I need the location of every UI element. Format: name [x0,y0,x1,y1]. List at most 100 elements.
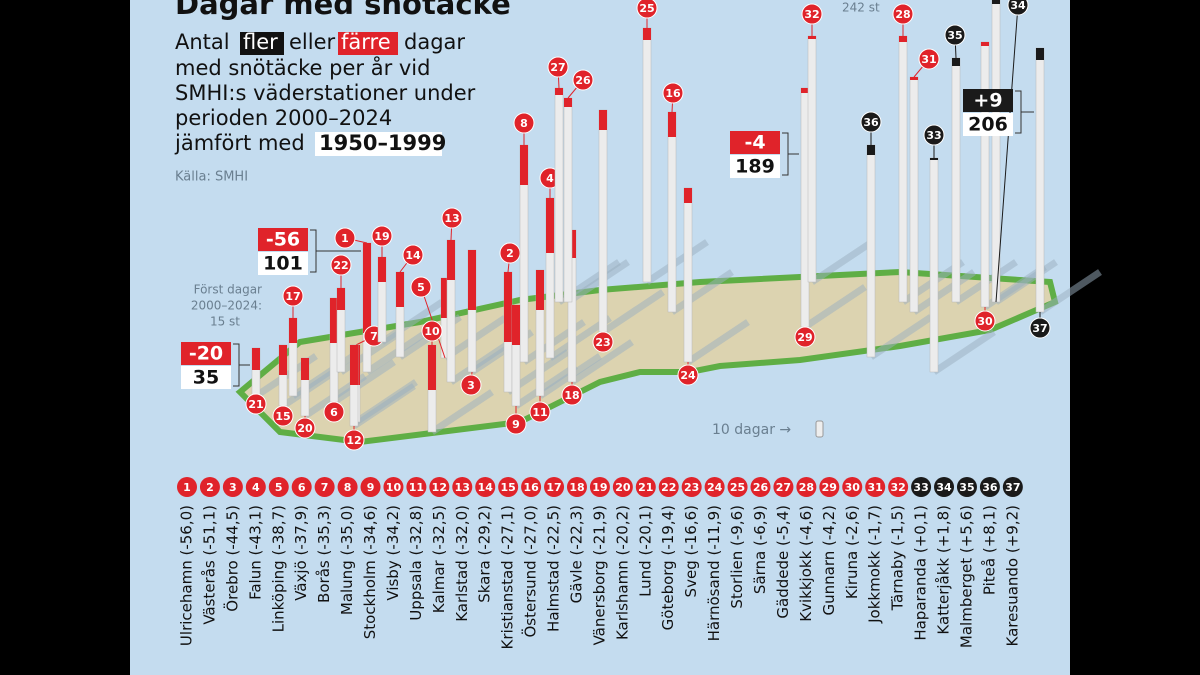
map-marker-label: 10 [424,325,440,338]
scale-pole [815,420,824,438]
pole-change [867,145,875,155]
shadow [570,339,634,385]
list-marker [406,477,427,497]
map-marker-label: 29 [797,331,812,344]
map-marker-label: 11 [532,406,547,419]
map-marker-label: 16 [665,87,681,100]
callout-days: 35 [193,367,219,389]
station-label: Uppsala (-32,8) [407,505,425,621]
list-marker [337,477,358,497]
list-marker [452,477,473,497]
station-label: Jokkmokk (-1,7) [866,505,884,624]
map-marker [801,3,823,25]
pole-change [910,77,918,80]
station-label: Storlien (-9,6) [728,505,746,609]
pole-change [668,112,676,137]
list-marker-label: 10 [386,481,402,494]
subtitle-text: dagar [404,30,465,54]
list-marker-label: 34 [936,481,952,494]
pole [683,187,693,363]
pole-change [301,358,309,380]
subtitle: Antal fler eller färre dagar med snötäck… [174,30,476,156]
station-label: Ulricehamn (-56,0) [178,505,196,646]
station-label: Göteborg (-19,4) [659,505,677,630]
list-marker [842,477,863,497]
pole-change [536,270,544,310]
list-marker-label: 37 [1005,481,1020,494]
list-marker [521,477,542,497]
map-marker-label: 19 [374,230,389,243]
shadow [994,259,1058,305]
pole [1035,47,1045,313]
list-marker [589,477,610,497]
map-marker [662,82,684,104]
pole-change [441,278,449,318]
list-marker-label: 23 [684,481,699,494]
pole-change [468,250,476,310]
map-marker [918,48,940,70]
callout-change: -4 [744,132,765,154]
annotation: 10 dagar → [712,422,791,438]
station-label: Linköping (-38,7) [269,505,287,632]
list-marker [291,477,312,497]
list-marker-label: 25 [730,481,745,494]
pole-change [512,305,520,345]
station-label: Kristianstad (-27,1) [499,505,517,649]
list-marker-label: 8 [344,481,352,494]
map-marker-label: 34 [1010,0,1026,12]
map-marker-label: 37 [1032,322,1047,335]
list-marker [498,477,519,497]
list-marker [199,477,220,497]
list-marker-label: 32 [890,481,905,494]
pole-change [289,318,297,343]
list-marker-label: 21 [638,481,653,494]
pole [980,41,990,308]
map-marker-label: 9 [512,418,520,431]
pole [642,27,652,283]
pole-change [930,158,938,160]
map-marker-label: 21 [248,398,263,411]
pole-change [801,88,809,93]
map-marker [547,56,569,78]
map-marker [330,254,352,276]
list-marker [773,477,794,497]
station-label: Lund (-20,1) [636,505,654,597]
list-marker [819,477,840,497]
list-marker [865,477,886,497]
pole-change [808,36,816,39]
map-marker-label: 14 [405,249,421,262]
station-list: 1 Ulricehamn (-56,0) 2 Västerås (-51,1) 3 Öre… [177,477,1023,649]
map-marker [944,24,966,46]
map-marker [505,413,527,435]
pole-change [546,198,554,253]
callout-bracket [310,229,361,273]
list-marker-label: 29 [822,481,837,494]
map-marker-label: 12 [346,434,361,447]
list-marker [360,477,381,497]
map-marker [460,374,482,396]
map-marker-label: 26 [575,74,591,87]
station-label: Karlstad (-32,0) [453,505,471,622]
callout-bracket [782,132,799,176]
map-marker [860,111,882,133]
pole-change [504,272,512,342]
list-marker [750,477,771,497]
subtitle-text: Antal [175,30,230,54]
list-marker-label: 9 [367,481,375,494]
callout-days-box [730,155,780,178]
map-marker-label: 20 [297,422,313,435]
list-marker [544,477,565,497]
callout-days: 101 [263,253,303,275]
list-marker-label: 24 [707,481,723,494]
shadow [566,259,630,305]
list-marker [934,477,955,497]
station-label: Kvikkjokk (-4,6) [797,505,815,622]
station-label: Haparanda (+0,1) [912,505,930,641]
pole-change [330,298,338,343]
map-marker [294,417,316,439]
list-marker [222,477,243,497]
pole-change [899,36,907,42]
station-label: Falun (-43,1) [246,505,264,600]
map-marker [323,401,345,423]
map-marker [334,227,356,249]
